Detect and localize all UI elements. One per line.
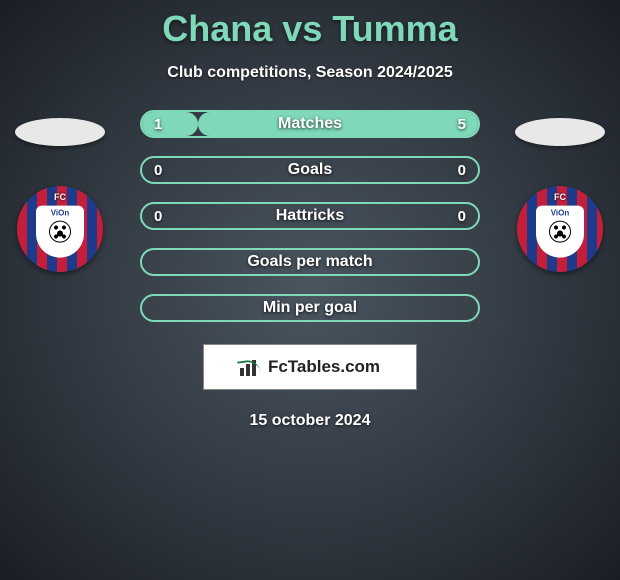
chart-growth-icon	[240, 358, 262, 376]
stat-bar: Goals per match	[140, 248, 480, 276]
stat-value-left: 0	[154, 162, 162, 179]
stat-value-left: 1	[154, 116, 162, 133]
season-subtitle: Club competitions, Season 2024/2025	[0, 64, 620, 82]
page-title: Chana vs Tumma	[0, 0, 620, 50]
watermark-text: FcTables.com	[268, 357, 380, 377]
stat-value-left: 0	[154, 208, 162, 225]
player-photo-placeholder-right	[515, 118, 605, 146]
stat-label: Min per goal	[263, 299, 357, 317]
snapshot-date: 15 october 2024	[0, 412, 620, 430]
club-brand-label: ViOn	[551, 209, 570, 218]
player-photo-placeholder-left	[15, 118, 105, 146]
stat-bar-fill-left	[142, 112, 198, 136]
left-player-column: FC ViOn	[0, 110, 120, 272]
stat-bar: Min per goal	[140, 294, 480, 322]
stat-label: Matches	[278, 115, 342, 133]
club-logo-left: FC ViOn	[17, 186, 103, 272]
right-player-column: FC ViOn	[500, 110, 620, 272]
stat-bar: 1 5 Matches	[140, 110, 480, 138]
soccer-ball-icon	[49, 221, 71, 243]
stat-bar: 0 0 Hattricks	[140, 202, 480, 230]
stat-label: Goals per match	[247, 253, 372, 271]
stat-value-right: 0	[458, 162, 466, 179]
stat-value-right: 5	[458, 116, 466, 133]
club-brand-label: ViOn	[51, 209, 70, 218]
stat-value-right: 0	[458, 208, 466, 225]
stat-label: Goals	[288, 161, 332, 179]
stat-bar: 0 0 Goals	[140, 156, 480, 184]
stat-bars-container: 1 5 Matches 0 0 Goals 0 0 Hattricks Goals per mat…	[140, 110, 480, 322]
comparison-panel: FC ViOn FC ViOn 1 5 Matches 0 0 Goals 0 0 Hattri…	[0, 110, 620, 322]
watermark-badge: FcTables.com	[203, 344, 417, 390]
club-fc-label: FC	[54, 192, 66, 202]
soccer-ball-icon	[549, 221, 571, 243]
club-fc-label: FC	[554, 192, 566, 202]
club-logo-right: FC ViOn	[517, 186, 603, 272]
stat-label: Hattricks	[276, 207, 344, 225]
